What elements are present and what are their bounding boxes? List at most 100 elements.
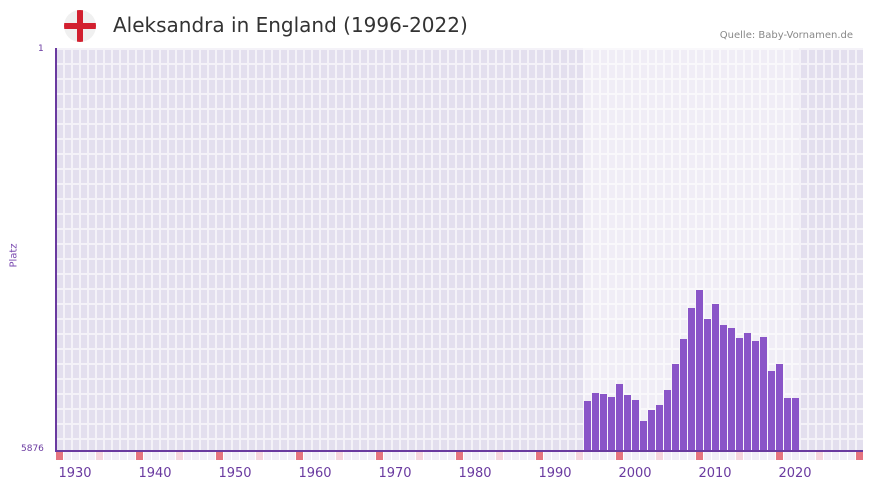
- year-marker: [112, 452, 119, 460]
- year-marker: [480, 452, 487, 460]
- year-marker: [376, 452, 383, 460]
- year-marker: [256, 452, 263, 460]
- year-marker: [240, 452, 247, 460]
- year-marker: [568, 452, 575, 460]
- year-marker: [512, 452, 519, 460]
- year-marker: [648, 452, 655, 460]
- y-axis-label: Platz: [8, 243, 20, 268]
- year-marker: [392, 452, 399, 460]
- year-marker: [352, 452, 359, 460]
- year-marker: [824, 452, 831, 460]
- year-marker: [360, 452, 367, 460]
- year-marker: [416, 452, 423, 460]
- bar[interactable]: [696, 290, 703, 450]
- year-marker: [832, 452, 839, 460]
- year-marker: [96, 452, 103, 460]
- bar[interactable]: [728, 328, 735, 450]
- year-marker: [800, 452, 807, 460]
- y-axis: [55, 48, 57, 452]
- year-marker: [88, 452, 95, 460]
- bar[interactable]: [624, 395, 631, 450]
- year-marker: [760, 452, 767, 460]
- year-marker: [440, 452, 447, 460]
- england-flag-icon: [64, 10, 96, 42]
- bar[interactable]: [744, 333, 751, 450]
- year-marker: [536, 452, 543, 460]
- bar[interactable]: [792, 398, 799, 450]
- year-marker: [304, 452, 311, 460]
- x-tick-label: 2010: [698, 466, 732, 481]
- year-marker: [552, 452, 559, 460]
- year-marker: [736, 452, 743, 460]
- bar[interactable]: [768, 371, 775, 450]
- year-marker: [280, 452, 287, 460]
- year-marker: [296, 452, 303, 460]
- year-marker: [464, 452, 471, 460]
- year-marker: [136, 452, 143, 460]
- year-marker: [192, 452, 199, 460]
- bar[interactable]: [736, 338, 743, 450]
- bar[interactable]: [784, 398, 791, 450]
- bar[interactable]: [712, 304, 719, 450]
- bar[interactable]: [616, 384, 623, 450]
- year-marker: [728, 452, 735, 460]
- year-marker: [72, 452, 79, 460]
- year-marker: [272, 452, 279, 460]
- year-marker: [608, 452, 615, 460]
- bar[interactable]: [592, 393, 599, 450]
- bar[interactable]: [760, 337, 767, 450]
- year-marker: [80, 452, 87, 460]
- year-marker: [232, 452, 239, 460]
- year-marker: [520, 452, 527, 460]
- x-tick-label: 1980: [458, 466, 492, 481]
- x-tick-label: 1930: [58, 466, 92, 481]
- bar[interactable]: [640, 421, 647, 450]
- y-tick-bottom: 5876: [21, 444, 44, 454]
- bar[interactable]: [608, 397, 615, 450]
- bar[interactable]: [632, 400, 639, 450]
- year-marker: [264, 452, 271, 460]
- year-marker: [688, 452, 695, 460]
- year-marker: [104, 452, 111, 460]
- year-marker: [448, 452, 455, 460]
- x-tick-label: 1940: [138, 466, 172, 481]
- year-marker: [720, 452, 727, 460]
- year-marker: [56, 452, 63, 460]
- year-marker: [288, 452, 295, 460]
- bar[interactable]: [680, 339, 687, 450]
- bar[interactable]: [584, 401, 591, 450]
- year-marker: [400, 452, 407, 460]
- year-marker: [808, 452, 815, 460]
- year-marker: [624, 452, 631, 460]
- bar[interactable]: [720, 325, 727, 450]
- chart-title: Aleksandra in England (1996-2022): [113, 13, 468, 37]
- bar[interactable]: [656, 405, 663, 450]
- year-marker: [768, 452, 775, 460]
- year-marker: [472, 452, 479, 460]
- year-marker: [368, 452, 375, 460]
- year-marker: [336, 452, 343, 460]
- year-marker: [856, 452, 863, 460]
- year-marker: [840, 452, 847, 460]
- year-marker: [560, 452, 567, 460]
- bar[interactable]: [688, 308, 695, 450]
- bar[interactable]: [672, 364, 679, 450]
- year-marker: [224, 452, 231, 460]
- year-marker: [544, 452, 551, 460]
- bar[interactable]: [776, 364, 783, 450]
- year-marker: [144, 452, 151, 460]
- year-marker: [184, 452, 191, 460]
- year-marker: [592, 452, 599, 460]
- bar[interactable]: [648, 410, 655, 450]
- bar[interactable]: [664, 390, 671, 450]
- x-tick-label: 1970: [378, 466, 412, 481]
- bar[interactable]: [704, 319, 711, 450]
- x-tick-label: 2020: [778, 466, 812, 481]
- bar[interactable]: [600, 394, 607, 450]
- year-marker: [120, 452, 127, 460]
- bar[interactable]: [752, 341, 759, 450]
- year-marker: [312, 452, 319, 460]
- year-marker: [584, 452, 591, 460]
- year-marker: [744, 452, 751, 460]
- y-tick-top: 1: [38, 44, 44, 54]
